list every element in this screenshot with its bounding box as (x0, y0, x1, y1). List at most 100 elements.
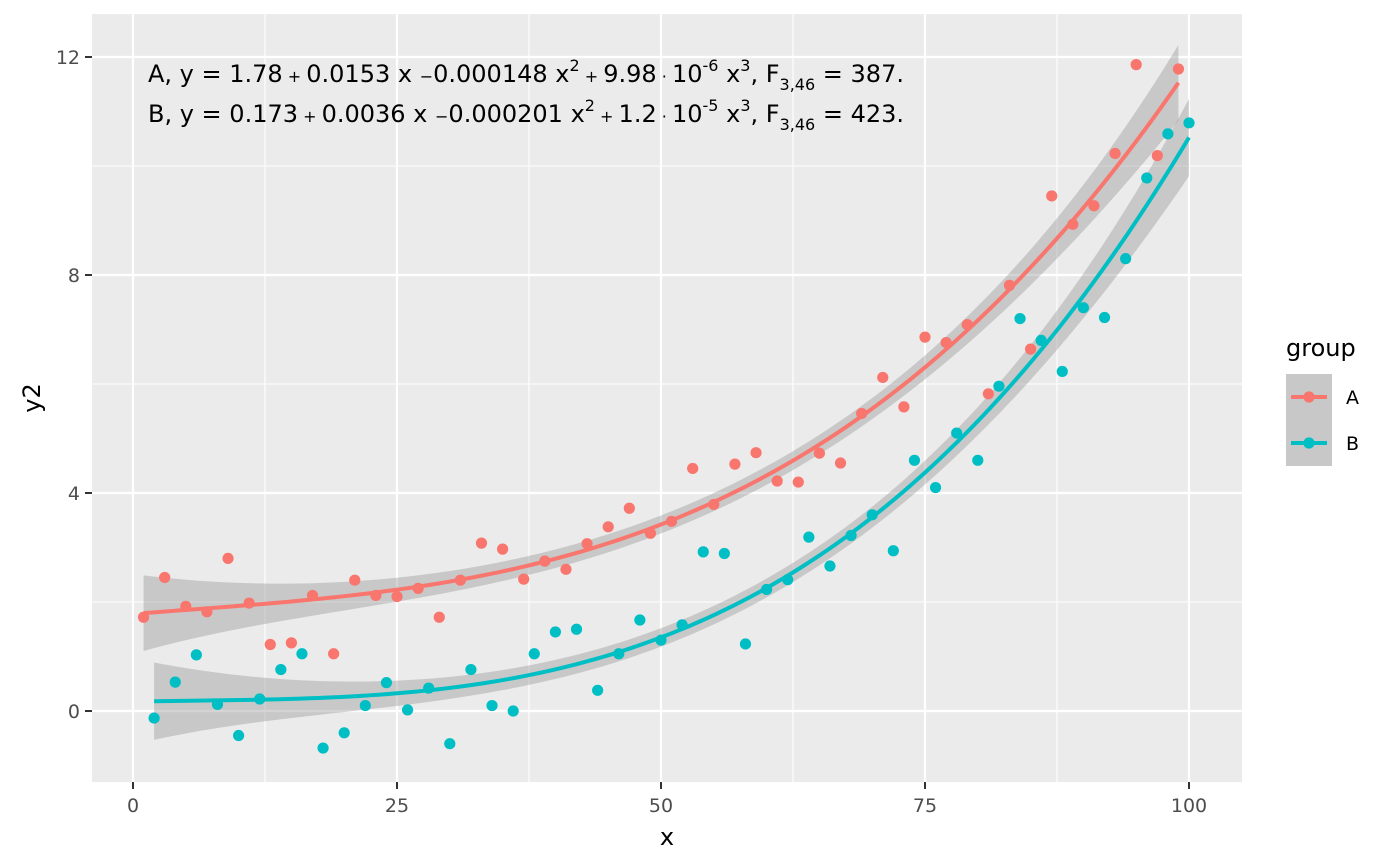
data-point-B (1056, 365, 1068, 378)
data-point-B (592, 684, 604, 696)
data-point-A (433, 611, 445, 623)
fit-line-A (143, 81, 1181, 616)
data-point-B (1120, 253, 1132, 265)
data-point-B (528, 648, 540, 660)
x-tick-label: 0 (127, 795, 139, 817)
data-point-A (813, 447, 826, 459)
data-point-B (1014, 313, 1026, 325)
data-point-A (771, 475, 783, 487)
data-point-A (1025, 343, 1037, 355)
data-point-B (486, 699, 498, 712)
data-point-B (972, 454, 984, 466)
data-point-B (697, 546, 709, 558)
data-point-A (497, 543, 509, 555)
y-tick-label: 0 (68, 701, 80, 723)
data-point-B (296, 648, 308, 660)
data-point-B (570, 623, 583, 635)
plot-panel (92, 14, 1242, 782)
data-point-B (951, 427, 963, 439)
data-point-A (982, 388, 994, 400)
y-tick-label: 8 (68, 265, 80, 287)
y-tick-label: 4 (68, 483, 80, 505)
data-point-B (148, 712, 160, 724)
data-point-A (729, 458, 741, 470)
data-point-B (887, 545, 899, 557)
data-point-A (475, 537, 488, 549)
data-point-A (349, 574, 361, 586)
data-point-A (1130, 59, 1142, 71)
data-point-A (159, 571, 171, 584)
data-point-B (317, 742, 329, 754)
data-point-B (507, 705, 519, 717)
data-point-A (1046, 190, 1058, 202)
data-point-A (1109, 147, 1121, 160)
fit-line-B (154, 136, 1191, 704)
axes: 0 25 50 75 100 0 4 8 12 (56, 47, 1207, 817)
data-point-B (929, 481, 942, 494)
data-point-B (739, 638, 752, 650)
legend-label-B: B (1346, 433, 1359, 455)
data-point-B (190, 649, 202, 661)
data-point-A (834, 457, 847, 469)
data-point-B (359, 699, 371, 712)
data-point-B (549, 626, 562, 638)
fit-lines (143, 81, 1191, 704)
data-point-B (993, 380, 1005, 392)
data-point-B (908, 454, 921, 466)
confidence-band-A (143, 44, 1179, 652)
data-point-A (285, 637, 297, 649)
equation-annotations: A, y = 1.78 + 0.0153 x −0.000148 x2​ + 9… (148, 56, 904, 134)
data-point-A (877, 371, 889, 384)
data-point-B (380, 677, 393, 689)
data-point-B (169, 676, 181, 688)
data-point-A (328, 648, 340, 660)
data-point-A (602, 521, 614, 533)
data-point-B (824, 560, 836, 572)
equation-B: B, y = 0.173 + 0.0036 x −0.000201 x2​ + … (148, 96, 904, 134)
data-point-A (919, 331, 931, 343)
grid (92, 14, 1242, 782)
data-point-A (792, 476, 804, 488)
x-tick-label: 75 (913, 795, 937, 817)
x-tick-label: 100 (1171, 795, 1207, 817)
data-point-A (560, 563, 572, 575)
data-point-B (1141, 172, 1153, 184)
data-point-A (518, 573, 530, 585)
data-point-B (275, 663, 287, 676)
data-point-B (803, 531, 815, 543)
y-tick-label: 12 (56, 47, 80, 69)
data-point-A (898, 401, 910, 413)
data-point-A (391, 590, 403, 603)
legend: group A B (1286, 334, 1359, 466)
data-point-B (401, 704, 414, 716)
data-point-B (634, 614, 646, 626)
data-point-B (233, 729, 245, 742)
legend-key-point-B (1303, 437, 1315, 449)
legend-label-A: A (1346, 387, 1359, 409)
data-point-A (687, 462, 699, 475)
data-point-A (264, 638, 276, 651)
y-axis-title: y2 (18, 383, 46, 412)
legend-title: group (1286, 334, 1356, 362)
data-point-B (338, 727, 350, 739)
data-point-B (1162, 128, 1174, 140)
data-point-A (1172, 63, 1185, 75)
data-point-A (581, 538, 593, 550)
data-point-B (444, 738, 456, 750)
data-point-A (623, 502, 635, 514)
data-point-A (1151, 150, 1163, 162)
x-tick-label: 25 (385, 795, 409, 817)
data-point-A (750, 447, 762, 459)
x-tick-label: 50 (649, 795, 673, 817)
legend-key-point-A (1303, 391, 1315, 403)
data-point-B (1098, 311, 1111, 324)
data-point-A (1088, 200, 1100, 212)
data-point-B (1183, 117, 1195, 129)
x-axis-title: x (660, 823, 674, 851)
data-point-B (465, 663, 477, 676)
equation-A: A, y = 1.78 + 0.0153 x −0.000148 x2​ + 9… (148, 56, 904, 94)
data-point-B (1077, 302, 1089, 314)
data-point-B (718, 547, 730, 560)
data-point-A (222, 552, 234, 565)
